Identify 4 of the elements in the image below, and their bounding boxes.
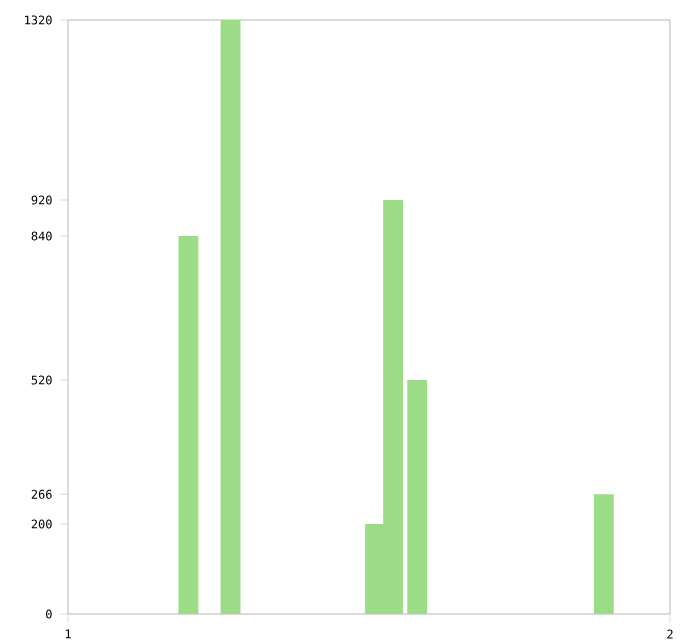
bar xyxy=(407,380,428,614)
bar xyxy=(178,236,199,614)
bar xyxy=(593,494,614,614)
bar xyxy=(220,20,241,614)
